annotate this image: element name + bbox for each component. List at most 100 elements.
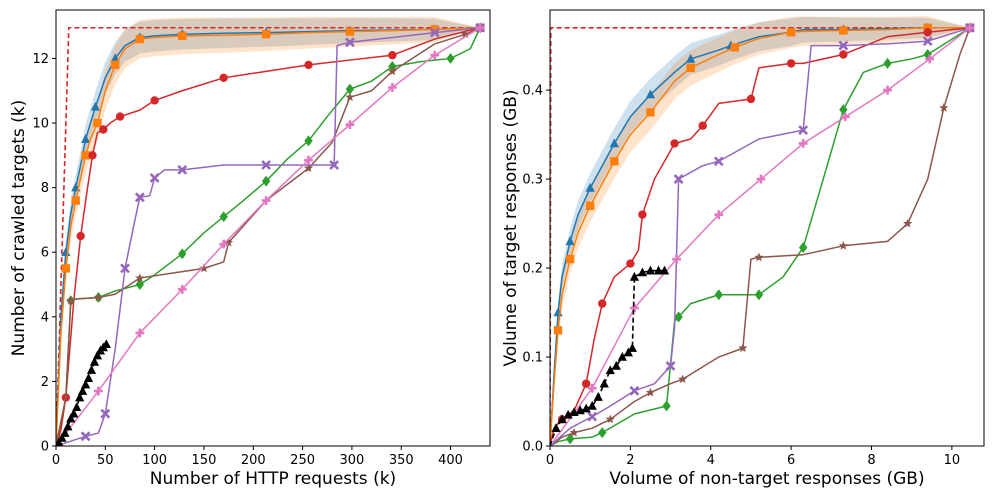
data-point (178, 31, 187, 41)
series-7 (550, 23, 975, 446)
data-point (605, 414, 615, 424)
data-point (686, 63, 695, 73)
data-point (738, 343, 748, 353)
data-point (94, 386, 103, 396)
data-point (565, 433, 575, 445)
data-point (665, 361, 676, 371)
data-point (939, 103, 949, 112)
series-line-7 (56, 27, 481, 446)
data-point (86, 365, 97, 374)
x-tick-label: 4 (707, 453, 715, 468)
x-tick-label: 200 (241, 453, 266, 468)
data-point (629, 271, 640, 281)
series-line-1 (56, 27, 481, 446)
data-point (177, 164, 188, 175)
data-point (629, 385, 640, 396)
data-point (135, 328, 145, 338)
data-point (345, 92, 355, 102)
data-point (903, 218, 913, 228)
series-3 (56, 23, 485, 446)
data-point (645, 89, 656, 99)
series-line-4 (56, 27, 481, 446)
data-point (923, 23, 932, 32)
data-point (581, 403, 591, 413)
data-point (387, 83, 397, 92)
data-point (714, 210, 724, 220)
confidence-band-2 (550, 16, 970, 446)
plot-area (56, 16, 486, 446)
data-point (100, 408, 111, 419)
data-point (659, 265, 670, 275)
series-8 (56, 339, 111, 446)
series-4 (550, 22, 975, 446)
data-point (99, 125, 108, 134)
series-5 (56, 22, 485, 446)
data-point (120, 263, 130, 274)
data-point (585, 182, 595, 192)
data-point (61, 264, 71, 273)
data-point (965, 23, 975, 33)
plot-frame (55, 9, 491, 447)
data-point (653, 265, 664, 275)
data-point (66, 295, 76, 305)
data-point (645, 265, 656, 275)
data-point (713, 156, 724, 167)
x-tick-label: 150 (192, 453, 217, 468)
series-1 (56, 22, 485, 446)
data-point (839, 50, 848, 59)
data-point (925, 54, 935, 64)
data-point (756, 174, 766, 184)
series-line-2 (550, 27, 970, 446)
data-point (637, 267, 648, 277)
data-point (219, 73, 228, 83)
data-point (686, 53, 696, 63)
data-point (678, 374, 688, 384)
data-point (674, 311, 683, 323)
series-line-1 (550, 27, 970, 446)
data-point (798, 125, 809, 136)
data-point (786, 28, 796, 37)
data-point (135, 273, 145, 282)
data-point (115, 112, 125, 121)
data-point (599, 378, 609, 388)
series-1 (550, 22, 975, 446)
data-point (388, 51, 397, 60)
data-point (587, 411, 598, 422)
data-point (261, 175, 271, 187)
data-point (645, 387, 656, 397)
data-point (923, 28, 932, 37)
data-point (261, 30, 271, 39)
data-point (730, 43, 740, 52)
data-point (135, 279, 145, 290)
x-tick-label: 6 (787, 453, 795, 468)
data-point (71, 196, 80, 205)
data-point (610, 157, 619, 166)
data-point (838, 240, 848, 250)
series-line-3 (56, 27, 481, 446)
data-point (587, 383, 597, 393)
series-line-4 (550, 27, 971, 446)
data-point (460, 29, 470, 39)
confidence-band-1 (550, 16, 970, 446)
data-point (475, 23, 485, 33)
data-point (345, 120, 355, 130)
data-point (617, 351, 627, 361)
y-tick-label: 0 (41, 440, 49, 455)
data-point (565, 254, 575, 264)
confidence-band-1 (56, 18, 481, 446)
data-point (81, 151, 90, 160)
data-point (63, 421, 73, 431)
data-point (714, 289, 723, 301)
series-6 (550, 22, 975, 446)
series-line-0 (56, 26, 481, 446)
x-tick-label: 400 (438, 453, 463, 468)
series-0 (56, 26, 481, 446)
data-point (345, 27, 355, 36)
data-point (585, 201, 595, 210)
data-point (60, 428, 70, 437)
data-point (553, 326, 563, 335)
data-point (345, 37, 355, 48)
y-tick-label: 0.4 (522, 84, 543, 99)
y-tick-label: 0.0 (522, 440, 543, 455)
